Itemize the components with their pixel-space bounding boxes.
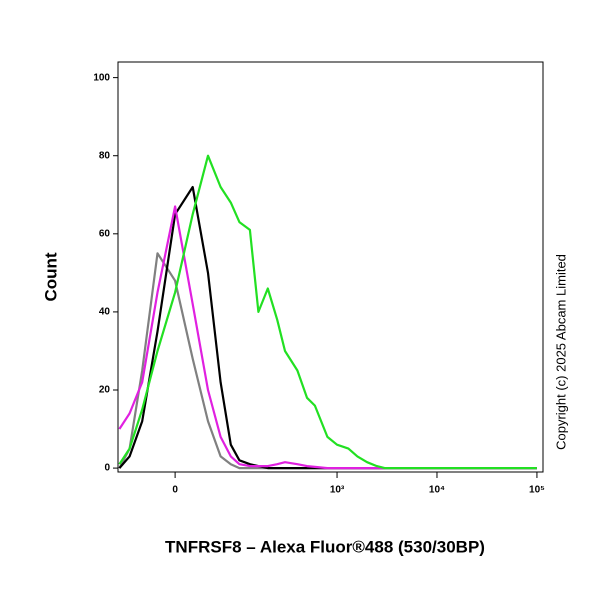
- histogram-line: [118, 185, 537, 470]
- x-tick-label: 10⁵: [529, 485, 545, 496]
- y-tick-label: 40: [99, 307, 111, 318]
- y-tick-label: 20: [99, 385, 111, 396]
- x-tick-label: 0: [172, 485, 178, 496]
- x-tick-label: 10³: [330, 485, 345, 496]
- y-axis-label: Count: [41, 252, 60, 301]
- y-tick-label: 0: [104, 463, 110, 474]
- histogram-line: [118, 205, 537, 470]
- y-tick-label: 100: [93, 72, 110, 83]
- x-axis-label: TNFRSF8 – Alexa Fluor®488 (530/30BP): [165, 537, 485, 556]
- histogram-line: [118, 154, 537, 470]
- x-tick-label: 10⁴: [429, 485, 445, 496]
- plot-frame: [117, 61, 544, 473]
- y-tick-label: 80: [99, 150, 111, 161]
- y-tick-label: 60: [99, 228, 111, 239]
- copyright: Copyright (c) 2025 Abcam Limited: [553, 254, 568, 450]
